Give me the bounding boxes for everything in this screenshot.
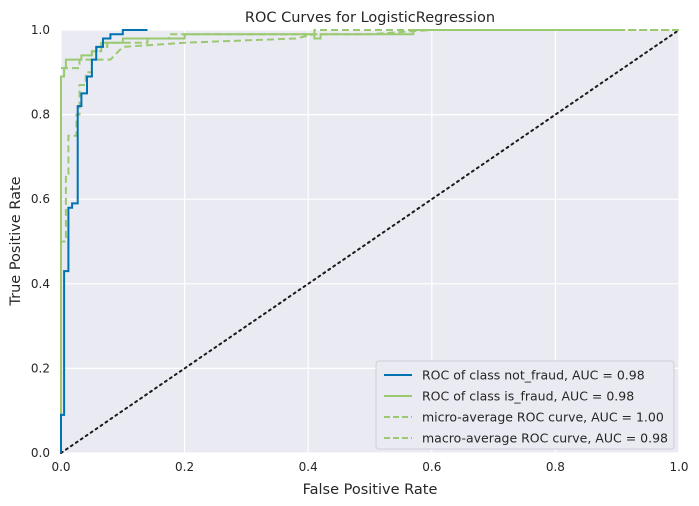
legend-label: ROC of class not_fraud, AUC = 0.98 [422,368,645,383]
roc-series-line [61,29,679,70]
y-axis-label: True Positive Rate [8,176,24,306]
y-tick-label: 0.8 [31,108,50,122]
y-tick-label: 0.6 [31,192,50,206]
chart-title: ROC Curves for LogisticRegression [245,10,495,26]
y-tick-label: 0.0 [31,446,50,460]
random-guess-line [60,29,680,454]
legend: ROC of class not_fraud, AUC = 0.98 ROC of… [375,360,675,450]
legend-label: micro-average ROC curve, AUC = 1.00 [422,410,664,425]
legend-label: ROC of class is_fraud, AUC = 0.98 [422,389,634,404]
x-tick-label: 1.0 [669,460,688,474]
x-tick-label: 0.8 [546,460,565,474]
x-tick-label: 0.2 [175,460,194,474]
curves [60,29,680,454]
y-tick-label: 0.4 [31,277,50,291]
roc-series-line [60,29,148,453]
x-axis-label: False Positive Rate [303,482,438,498]
x-tick-label: 0.4 [299,460,318,474]
x-tick-label: 0.6 [422,460,441,474]
legend-frame [375,360,675,450]
tick-labels: 0.0 0.2 0.4 0.6 0.8 1.0 0.0 0.2 0.4 0.6 0.8 1.0 [31,23,689,474]
y-tick-label: 0.2 [31,361,50,375]
legend-label: macro-average ROC curve, AUC = 0.98 [422,431,668,446]
y-tick-label: 1.0 [31,23,50,37]
x-tick-label: 0.0 [51,460,70,474]
grid [60,29,680,454]
